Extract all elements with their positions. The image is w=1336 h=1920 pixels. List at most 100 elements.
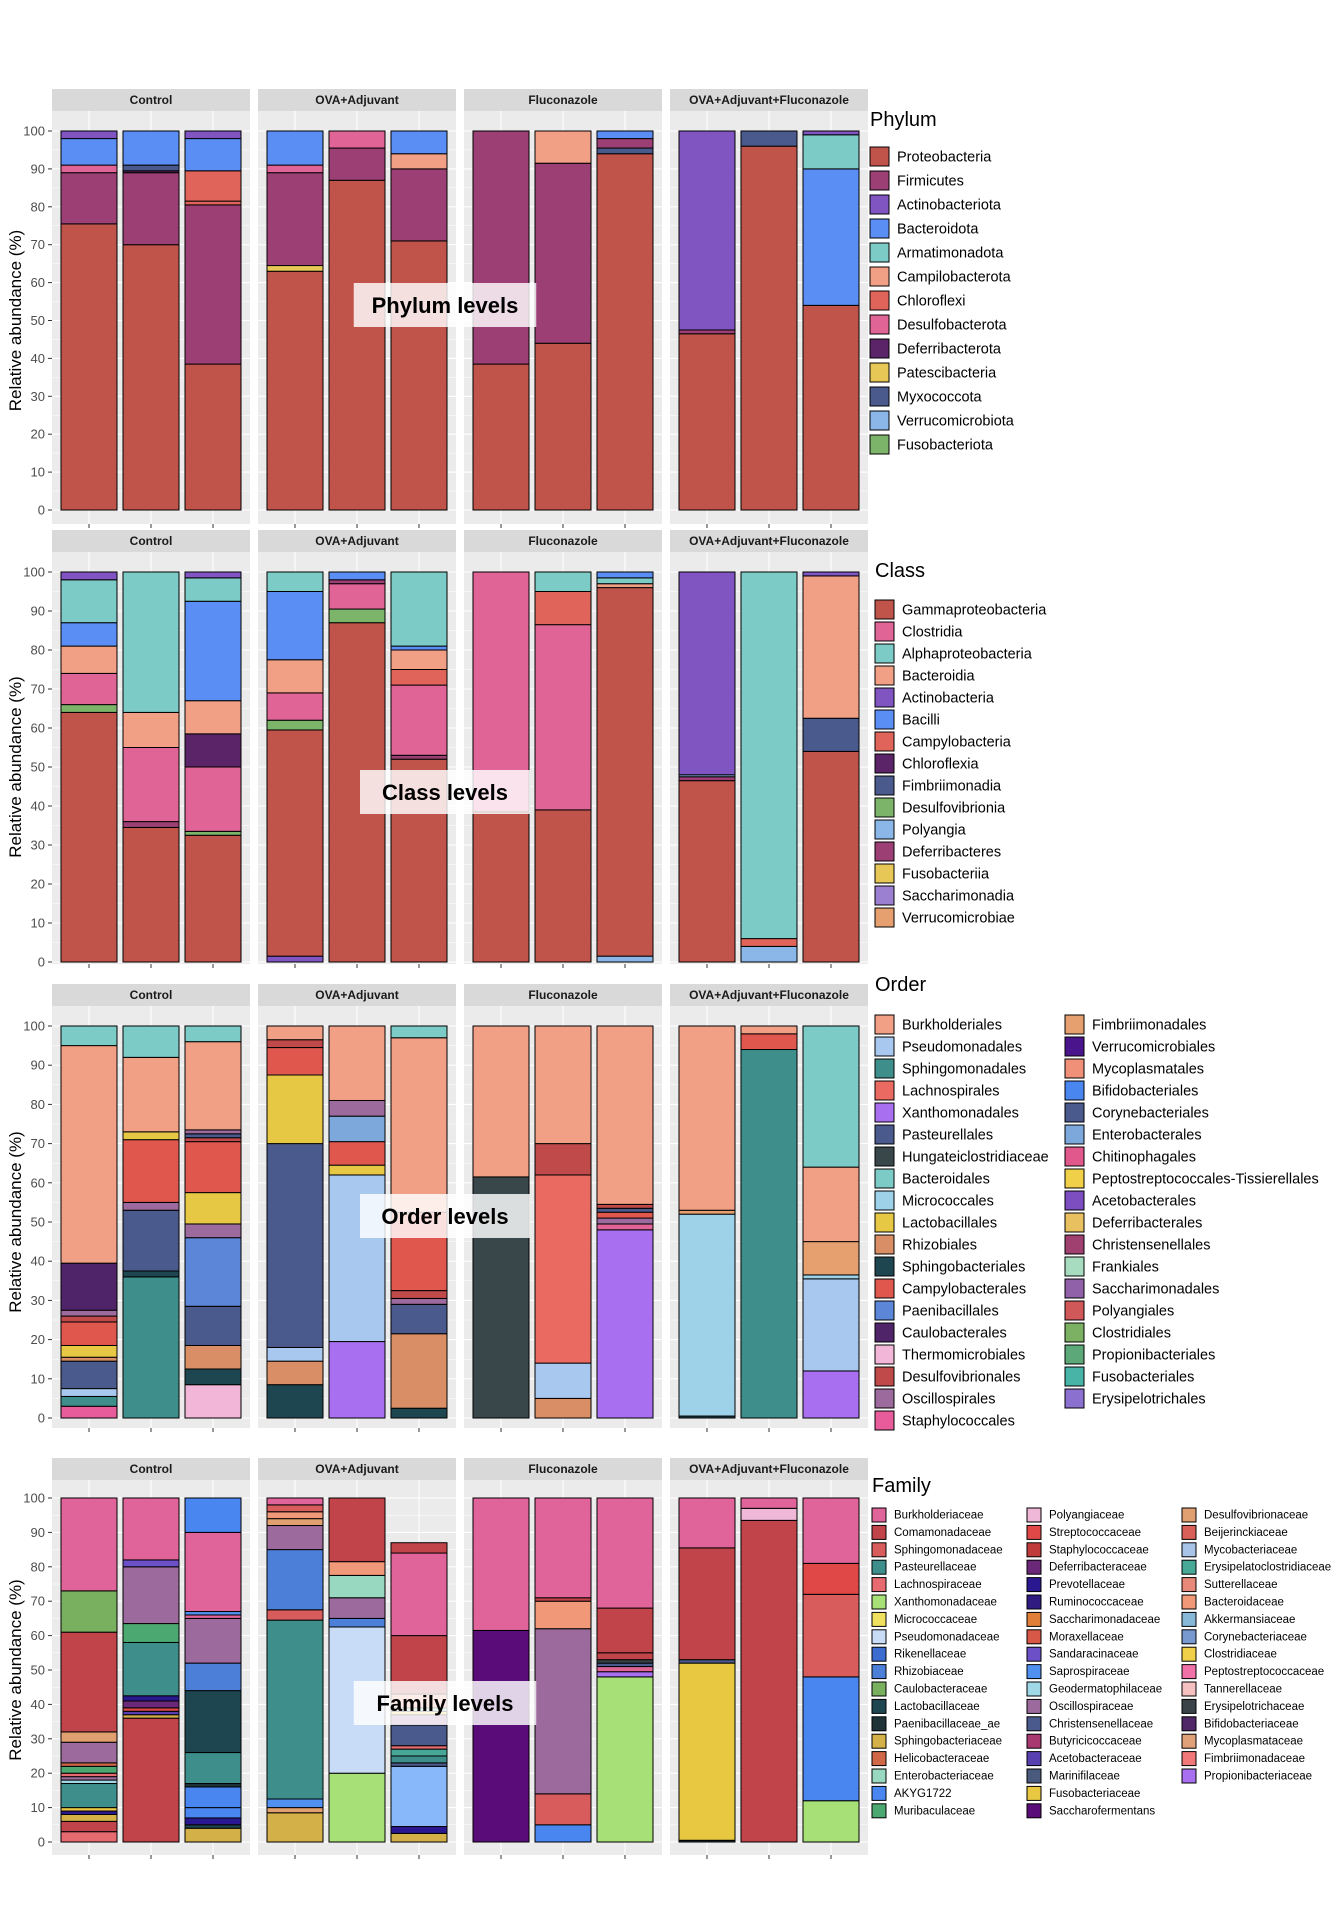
legend-label: Prevotellaceae bbox=[1049, 1579, 1125, 1591]
bar-segment bbox=[596, 147, 654, 155]
legend-swatch bbox=[874, 1322, 895, 1343]
legend-swatch bbox=[1026, 1646, 1042, 1662]
legend-label: Christensenellales bbox=[1092, 1237, 1210, 1253]
bar-segment bbox=[60, 1807, 118, 1812]
legend-swatch bbox=[874, 1344, 895, 1365]
bar-segment bbox=[802, 1274, 860, 1280]
legend-label: Fimbriimonadales bbox=[1092, 1017, 1206, 1033]
bar-segment bbox=[390, 1826, 448, 1834]
bar-segment bbox=[390, 240, 448, 511]
bar-segment bbox=[534, 1600, 592, 1630]
bar-segment bbox=[184, 1662, 242, 1692]
legend-swatch bbox=[1181, 1559, 1197, 1575]
bar-segment bbox=[596, 587, 654, 957]
bar-segment bbox=[184, 1752, 242, 1785]
bar-segment bbox=[266, 1798, 324, 1809]
y-tick-label: 10 bbox=[31, 916, 45, 931]
chart-1: Control OVA+Adjuvant Fluconazole OVA+Adjuva… bbox=[6, 89, 1015, 528]
y-tick-label: 50 bbox=[31, 760, 45, 775]
legend-swatch bbox=[1064, 1124, 1085, 1145]
overlay-label-box bbox=[360, 770, 530, 814]
bar-segment bbox=[60, 1360, 118, 1390]
legend-label: Oscillospiraceae bbox=[1049, 1701, 1133, 1713]
bar-segment bbox=[534, 162, 592, 344]
bar-segment bbox=[802, 168, 860, 306]
legend-label: Acetobacteraceae bbox=[1049, 1753, 1142, 1765]
bar-segment bbox=[596, 583, 654, 589]
legend-swatch bbox=[1026, 1524, 1042, 1540]
y-tick-label: 50 bbox=[31, 313, 45, 328]
legend-swatch bbox=[1064, 1102, 1085, 1123]
legend-label: Fusobacteriaceae bbox=[1049, 1788, 1140, 1800]
facet-strip bbox=[258, 1458, 456, 1480]
bar-segment bbox=[184, 1384, 242, 1419]
legend-label: Paenibacillales bbox=[902, 1303, 999, 1319]
legend-label: Actinobacteriota bbox=[897, 197, 1002, 213]
bar-segment bbox=[740, 145, 798, 511]
bar-segment bbox=[60, 172, 118, 225]
bar-segment bbox=[122, 1025, 180, 1058]
legend-swatch bbox=[1026, 1542, 1042, 1558]
bar-segment bbox=[60, 1810, 118, 1815]
legend-label: Pasteurellales bbox=[902, 1127, 993, 1143]
legend-swatch bbox=[1026, 1733, 1042, 1749]
bar-segment bbox=[184, 1824, 242, 1829]
legend-swatch bbox=[1064, 1146, 1085, 1167]
bar-segment bbox=[60, 1741, 118, 1764]
legend-label: Fusobacteriota bbox=[897, 437, 994, 453]
legend-swatch bbox=[1026, 1681, 1042, 1697]
bar-segment bbox=[60, 1590, 118, 1633]
legend-label: Polyangia bbox=[902, 822, 967, 838]
legend-label: Caulobacteraceae bbox=[894, 1684, 987, 1696]
legend-label: Campylobacterales bbox=[902, 1281, 1026, 1297]
bar-segment bbox=[802, 1800, 860, 1843]
legend-label: Burkholderiales bbox=[902, 1017, 1002, 1033]
bar-segment bbox=[60, 579, 118, 624]
bar-segment bbox=[60, 571, 118, 581]
legend-label: Comamonadaceae bbox=[894, 1527, 991, 1539]
bar-segment bbox=[596, 1659, 654, 1664]
legend-swatch bbox=[1026, 1611, 1042, 1627]
legend-label: Saccharofermentans bbox=[1049, 1805, 1155, 1817]
legend-swatch bbox=[874, 1036, 895, 1057]
bar-segment bbox=[390, 1765, 448, 1828]
y-tick-label: 60 bbox=[31, 1175, 45, 1190]
bar-segment bbox=[184, 200, 242, 206]
legend-swatch bbox=[874, 1410, 895, 1431]
bar-segment bbox=[802, 130, 860, 136]
legend-label: Clostridiales bbox=[1092, 1325, 1171, 1341]
bar-segment bbox=[328, 1164, 386, 1176]
legend-label: Sphingomonadales bbox=[902, 1061, 1026, 1077]
legend-label: AKYG1722 bbox=[894, 1788, 952, 1800]
facet-strip bbox=[258, 89, 456, 111]
bar-segment bbox=[534, 1793, 592, 1826]
bar-segment bbox=[60, 1315, 118, 1323]
bar-segment bbox=[122, 1056, 180, 1133]
bar-segment bbox=[802, 1676, 860, 1802]
y-tick-label: 10 bbox=[31, 1800, 45, 1815]
bar-segment bbox=[678, 1025, 736, 1211]
legend-swatch bbox=[1064, 1190, 1085, 1211]
bar-segment bbox=[266, 1511, 324, 1520]
y-tick-label: 90 bbox=[31, 604, 45, 619]
legend-swatch bbox=[874, 797, 895, 818]
bar-segment bbox=[122, 1623, 180, 1643]
bar-segment bbox=[596, 1662, 654, 1668]
legend-label: Lactobacillales bbox=[902, 1215, 997, 1231]
bar-segment bbox=[60, 1356, 118, 1362]
y-tick-label: 80 bbox=[31, 643, 45, 658]
bar-segment bbox=[122, 1700, 180, 1709]
bar-segment bbox=[60, 1762, 118, 1767]
y-tick-label: 40 bbox=[31, 1697, 45, 1712]
legend-swatch bbox=[874, 841, 895, 862]
legend-swatch bbox=[1181, 1577, 1197, 1593]
bar-segment bbox=[122, 1717, 180, 1843]
legend-label: Christensenellaceae bbox=[1049, 1718, 1153, 1730]
legend-swatch bbox=[871, 1542, 887, 1558]
bar-segment bbox=[596, 571, 654, 579]
bar-segment bbox=[60, 1772, 118, 1778]
legend-label: Pasteurellaceae bbox=[894, 1562, 976, 1574]
y-tick-label: 0 bbox=[38, 503, 45, 518]
bar-segment bbox=[390, 1755, 448, 1764]
bar-segment bbox=[266, 1346, 324, 1362]
